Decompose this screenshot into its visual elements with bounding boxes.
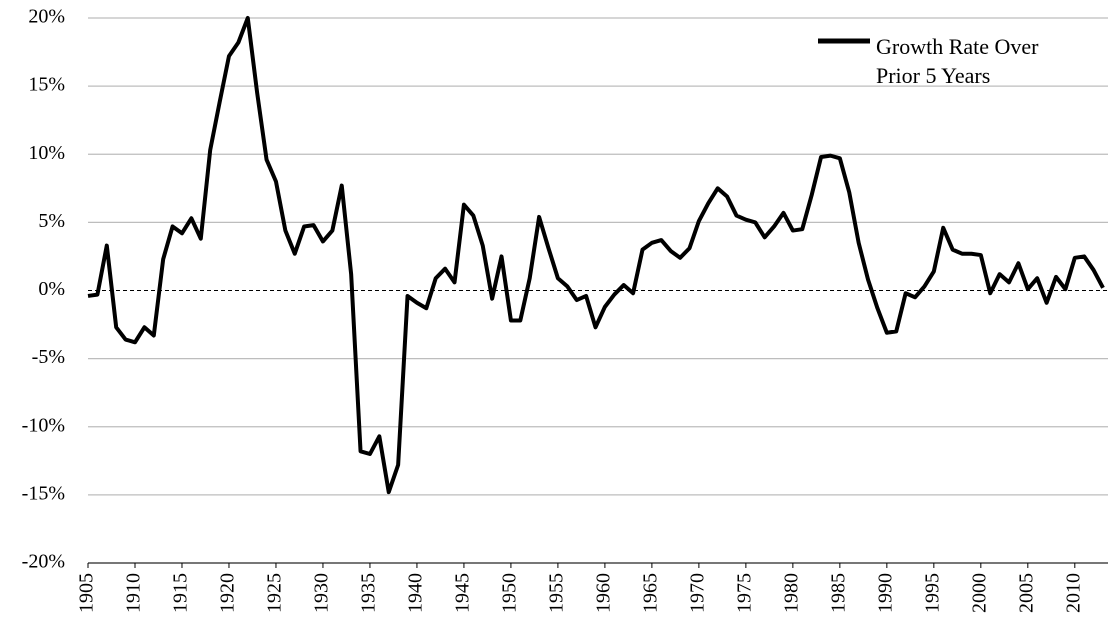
x-tick-label: 1940: [405, 573, 427, 613]
x-tick-label: 1915: [170, 573, 192, 613]
y-tick-label: -5%: [32, 346, 65, 368]
x-tick-label: 1985: [827, 573, 849, 613]
y-tick-label: 20%: [28, 6, 65, 28]
x-tick-label: 1950: [499, 573, 521, 613]
x-tick-label: 1980: [780, 573, 802, 613]
x-tick-label: 2010: [1062, 573, 1084, 613]
y-tick-label: -20%: [22, 551, 65, 573]
x-tick-label: 1970: [686, 573, 708, 613]
x-tick-label: 1930: [311, 573, 333, 613]
x-tick-label: 1995: [921, 573, 943, 613]
y-tick-label: -15%: [22, 482, 65, 504]
y-tick-label: 5%: [38, 210, 65, 232]
x-tick-label: 1935: [358, 573, 380, 613]
x-tick-label: 2005: [1015, 573, 1037, 613]
x-tick-label: 1920: [217, 573, 239, 613]
x-tick-label: 1965: [639, 573, 661, 613]
y-tick-label: 0%: [38, 278, 65, 300]
x-tick-label: 1960: [592, 573, 614, 613]
x-tick-label: 1990: [874, 573, 896, 613]
y-tick-label: 10%: [28, 142, 65, 164]
x-tick-label: 1905: [76, 573, 98, 613]
x-tick-label: 2000: [968, 573, 990, 613]
line-series: [87, 16, 1105, 495]
x-tick-label: 1945: [452, 573, 474, 613]
y-tick-label: -10%: [22, 414, 65, 436]
x-tick-label: 1910: [123, 573, 145, 613]
legend-label: Growth Rate Over Prior 5 Years: [876, 34, 1039, 88]
x-tick-label: 1975: [733, 573, 755, 613]
y-tick-label: 15%: [28, 74, 65, 96]
x-tick-label: 1955: [546, 573, 568, 613]
x-tick-label: 1925: [264, 573, 286, 613]
